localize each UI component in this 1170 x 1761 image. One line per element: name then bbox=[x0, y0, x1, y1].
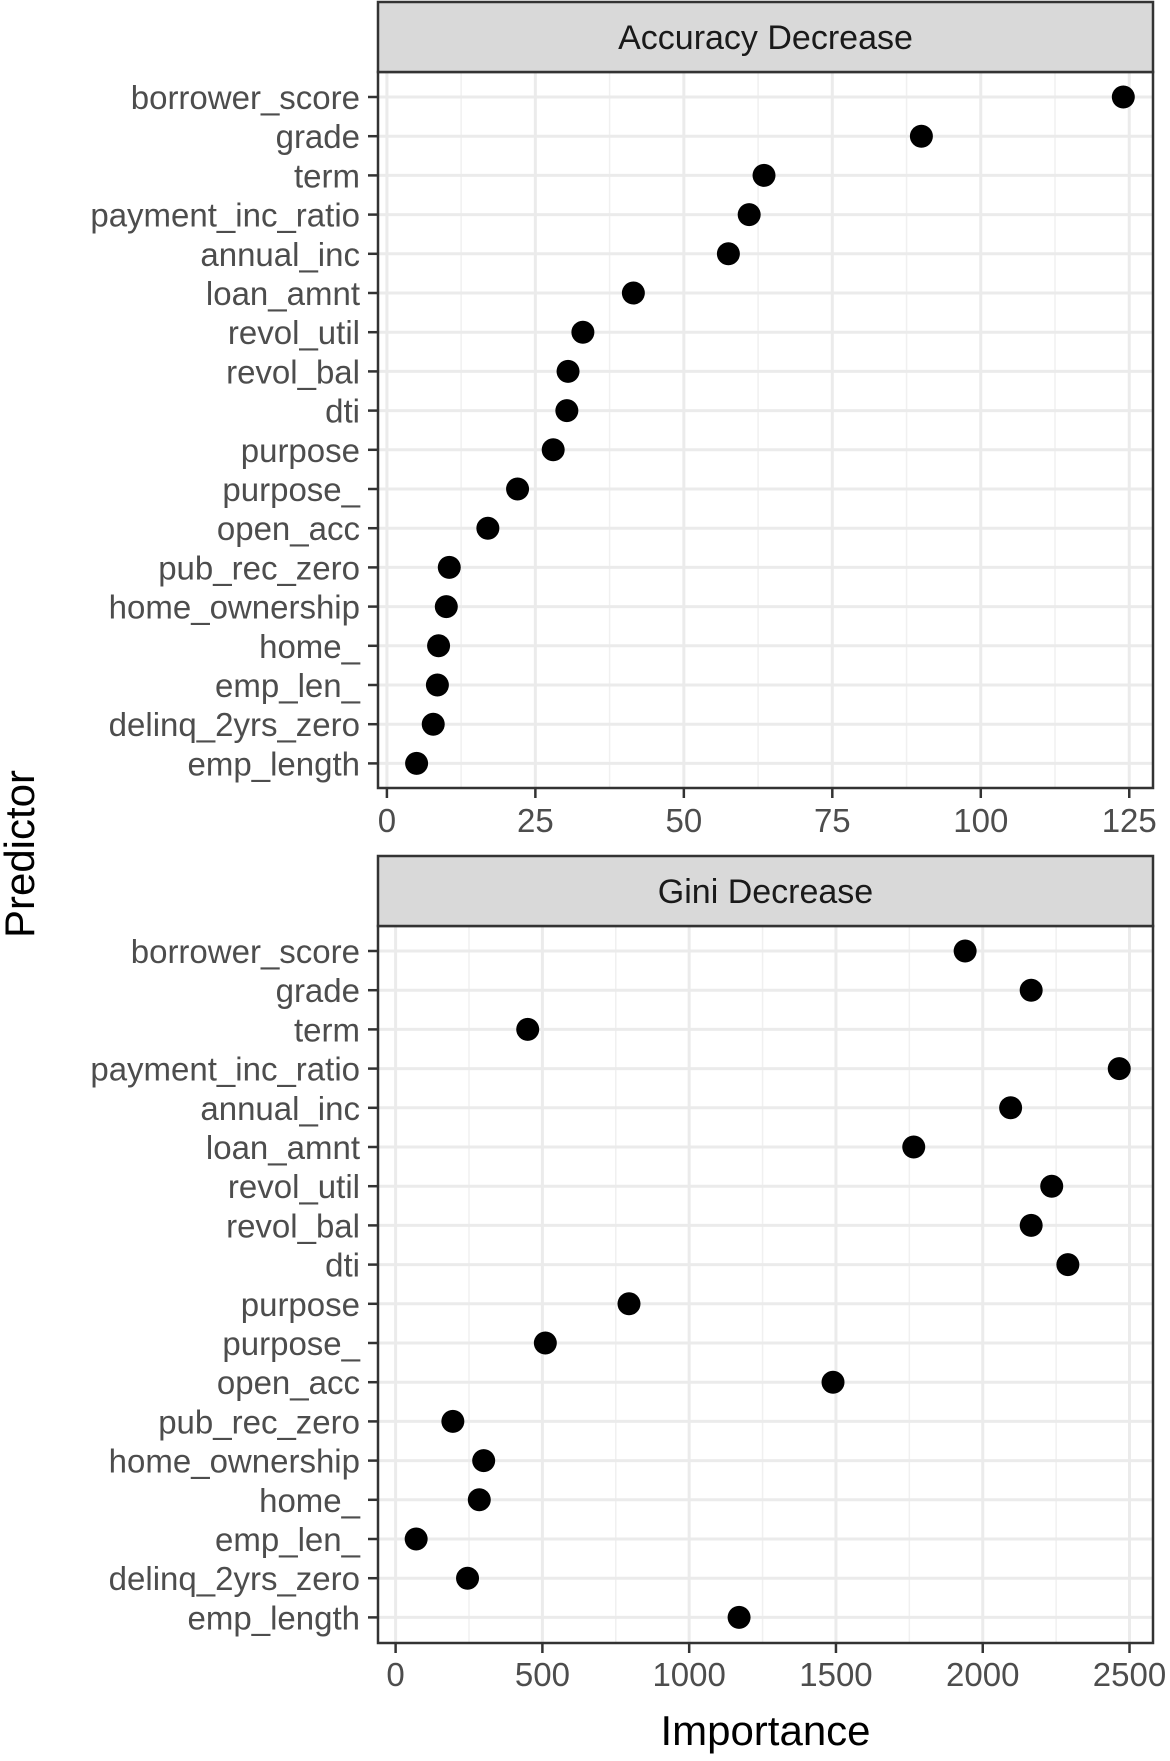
accuracy-decrease-y-tick-label-dti: dti bbox=[325, 393, 360, 430]
x-axis-title: Importance bbox=[660, 1707, 870, 1754]
gini-decrease-x-tick-label: 1000 bbox=[652, 1656, 725, 1693]
accuracy-decrease-x-tick-label: 50 bbox=[665, 802, 702, 839]
accuracy-decrease-y-tick-label-home: home_ bbox=[259, 628, 361, 665]
accuracy-decrease-y-tick-label-home-ownership: home_ownership bbox=[109, 589, 360, 626]
gini-decrease-y-tick-label-revol-util: revol_util bbox=[228, 1168, 360, 1205]
gini-decrease-y-tick-label-pub-rec-zero: pub_rec_zero bbox=[158, 1403, 360, 1440]
gini-decrease-point-emp-length bbox=[727, 1605, 751, 1629]
gini-decrease-y-tick-label-grade: grade bbox=[276, 972, 360, 1009]
accuracy-decrease-y-tick-label-emp-length: emp_length bbox=[188, 745, 360, 782]
accuracy-decrease-x-tick-label: 25 bbox=[517, 802, 554, 839]
accuracy-decrease-point-borrower-score bbox=[1111, 85, 1135, 109]
accuracy-decrease-point-term bbox=[752, 163, 776, 187]
accuracy-decrease-point-pub-rec-zero bbox=[437, 555, 461, 579]
accuracy-decrease-point-purpose bbox=[506, 477, 530, 501]
gini-decrease-x-tick-label: 0 bbox=[386, 1656, 404, 1693]
accuracy-decrease-point-annual-inc bbox=[716, 242, 740, 266]
gini-decrease-point-open-acc bbox=[821, 1370, 845, 1394]
accuracy-decrease-x-tick-label: 125 bbox=[1102, 802, 1157, 839]
gini-decrease-x-tick-label: 2000 bbox=[946, 1656, 1019, 1693]
gini-decrease-strip-title: Gini Decrease bbox=[658, 873, 873, 911]
gini-decrease-y-tick-label-payment-inc-ratio: payment_inc_ratio bbox=[90, 1051, 360, 1088]
gini-decrease-point-dti bbox=[1056, 1253, 1080, 1277]
gini-decrease-y-tick-label-term: term bbox=[294, 1011, 360, 1048]
accuracy-decrease-y-tick-label-borrower-score: borrower_score bbox=[131, 79, 360, 116]
gini-decrease-x-tick-label: 500 bbox=[515, 1656, 570, 1693]
accuracy-decrease-x-tick-label: 100 bbox=[953, 802, 1008, 839]
accuracy-decrease-point-open-acc bbox=[476, 516, 500, 540]
accuracy-decrease-point-grade bbox=[909, 124, 933, 148]
gini-decrease-y-tick-label-annual-inc: annual_inc bbox=[200, 1090, 360, 1127]
gini-decrease-plot-area bbox=[378, 926, 1153, 1643]
gini-decrease-strip bbox=[376, 854, 1155, 928]
gini-decrease-point-pub-rec-zero bbox=[441, 1409, 465, 1433]
y-axis-title: Predictor bbox=[0, 770, 43, 938]
accuracy-decrease-point-home bbox=[427, 634, 451, 658]
accuracy-decrease-y-tick-label-revol-bal: revol_bal bbox=[226, 353, 360, 390]
gini-decrease-y-tick-label-purpose: purpose_ bbox=[222, 1325, 360, 1362]
accuracy-decrease-point-purpose bbox=[541, 438, 565, 462]
accuracy-decrease-y-tick-label-purpose: purpose bbox=[241, 432, 360, 469]
gini-decrease-point-revol-util bbox=[1040, 1174, 1064, 1198]
gini-decrease-y-tick-label-revol-bal: revol_bal bbox=[226, 1207, 360, 1244]
gini-decrease-y-tick-label-loan-amnt: loan_amnt bbox=[206, 1129, 360, 1166]
accuracy-decrease-point-revol-util bbox=[571, 320, 595, 344]
accuracy-decrease-point-emp-length bbox=[405, 751, 429, 775]
gini-decrease-y-tick-label-open-acc: open_acc bbox=[217, 1364, 360, 1401]
accuracy-decrease-y-tick-label-purpose: purpose_ bbox=[222, 471, 360, 508]
gini-decrease-point-borrower-score bbox=[953, 939, 977, 963]
accuracy-decrease-y-tick-label-loan-amnt: loan_amnt bbox=[206, 275, 360, 312]
gini-decrease-y-tick-label-emp-length: emp_length bbox=[188, 1599, 360, 1636]
gini-decrease-point-annual-inc bbox=[999, 1096, 1023, 1120]
gini-decrease-point-payment-inc-ratio bbox=[1107, 1057, 1131, 1081]
accuracy-decrease-point-dti bbox=[555, 399, 579, 423]
gini-decrease-point-term bbox=[516, 1017, 540, 1041]
accuracy-decrease-point-loan-amnt bbox=[621, 281, 645, 305]
gini-decrease-y-tick-label-dti: dti bbox=[325, 1247, 360, 1284]
accuracy-decrease-y-tick-label-annual-inc: annual_inc bbox=[200, 236, 360, 273]
gini-decrease-y-tick-label-purpose: purpose bbox=[241, 1286, 360, 1323]
gini-decrease-y-tick-label-home-ownership: home_ownership bbox=[109, 1443, 360, 1480]
accuracy-decrease-y-tick-label-payment-inc-ratio: payment_inc_ratio bbox=[90, 197, 360, 234]
gini-decrease-y-tick-label-emp-len: emp_len_ bbox=[215, 1521, 361, 1558]
accuracy-decrease-y-tick-label-delinq-2yrs-zero: delinq_2yrs_zero bbox=[109, 706, 360, 743]
accuracy-decrease-y-tick-label-open-acc: open_acc bbox=[217, 510, 360, 547]
accuracy-decrease-point-revol-bal bbox=[556, 359, 580, 383]
gini-decrease-point-grade bbox=[1019, 978, 1043, 1002]
accuracy-decrease-y-tick-label-revol-util: revol_util bbox=[228, 314, 360, 351]
gini-decrease-y-tick-label-home: home_ bbox=[259, 1482, 361, 1519]
gini-decrease-point-revol-bal bbox=[1019, 1213, 1043, 1237]
accuracy-decrease-strip bbox=[376, 0, 1155, 74]
accuracy-decrease-y-tick-label-term: term bbox=[294, 157, 360, 194]
gini-decrease-y-tick-label-delinq-2yrs-zero: delinq_2yrs_zero bbox=[109, 1560, 360, 1597]
gini-decrease-x-tick-label: 1500 bbox=[799, 1656, 872, 1693]
gini-decrease-point-purpose bbox=[533, 1331, 557, 1355]
accuracy-decrease-y-tick-label-grade: grade bbox=[276, 118, 360, 155]
accuracy-decrease-x-tick-label: 0 bbox=[378, 802, 396, 839]
gini-decrease-point-purpose bbox=[617, 1292, 641, 1316]
gini-decrease-point-emp-len bbox=[404, 1527, 428, 1551]
gini-decrease-y-tick-label-borrower-score: borrower_score bbox=[131, 933, 360, 970]
gini-decrease-point-loan-amnt bbox=[902, 1135, 926, 1159]
accuracy-decrease-point-payment-inc-ratio bbox=[737, 203, 761, 227]
accuracy-decrease-x-tick-label: 75 bbox=[814, 802, 851, 839]
accuracy-decrease-point-home-ownership bbox=[434, 595, 458, 619]
gini-decrease-point-delinq-2yrs-zero bbox=[456, 1566, 480, 1590]
accuracy-decrease-y-tick-label-pub-rec-zero: pub_rec_zero bbox=[158, 549, 360, 586]
gini-decrease-x-tick-label: 2500 bbox=[1093, 1656, 1166, 1693]
accuracy-decrease-point-emp-len bbox=[425, 673, 449, 697]
gini-decrease-point-home bbox=[467, 1488, 491, 1512]
gini-decrease-point-home-ownership bbox=[472, 1449, 496, 1473]
accuracy-decrease-plot-area bbox=[378, 72, 1153, 788]
accuracy-decrease-strip-title: Accuracy Decrease bbox=[618, 19, 913, 57]
accuracy-decrease-y-tick-label-emp-len: emp_len_ bbox=[215, 667, 361, 704]
accuracy-decrease-point-delinq-2yrs-zero bbox=[421, 712, 445, 736]
